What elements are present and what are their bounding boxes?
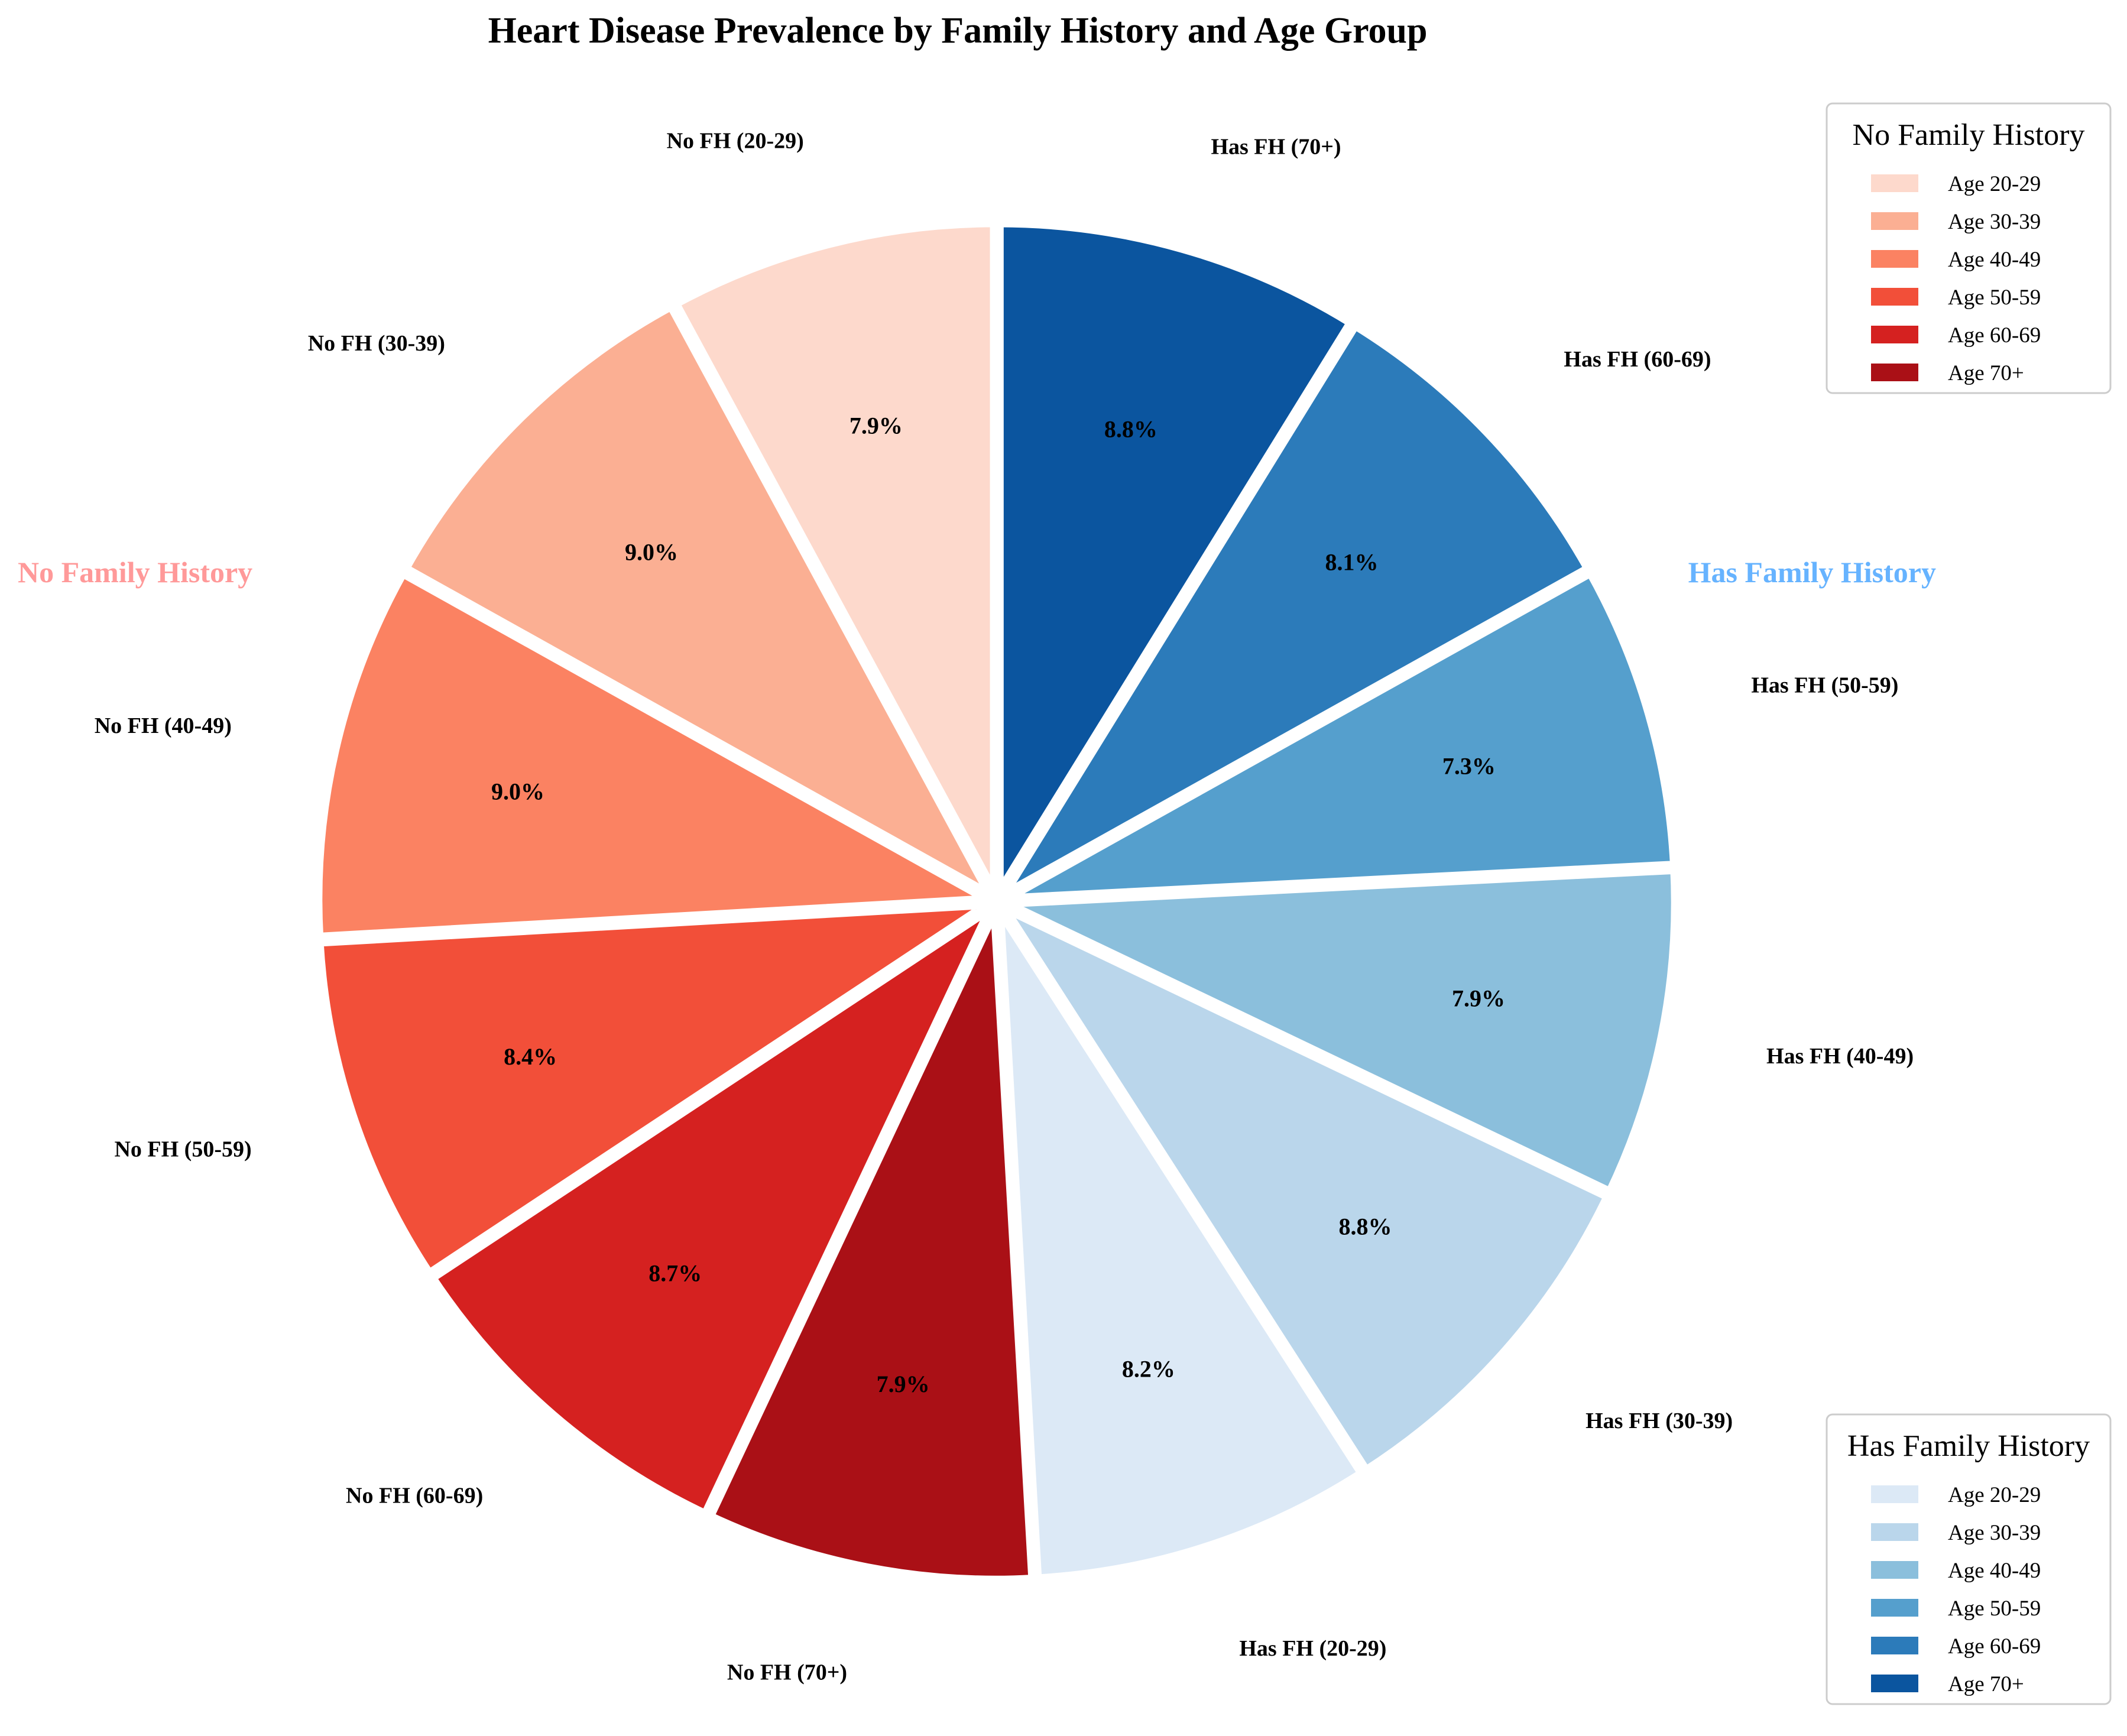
legend-swatch <box>1871 288 1918 306</box>
slice-category-label: Has FH (70+) <box>1211 134 1341 159</box>
slice-category-label: Has FH (60-69) <box>1564 347 1711 372</box>
pie-slice-9 <box>1002 566 1680 904</box>
pie-slice-10 <box>989 318 1596 909</box>
legend-title: No Family History <box>1853 118 2085 152</box>
slice-category-label: Has FH (30-39) <box>1585 1409 1733 1433</box>
slice-percent-label: 8.8% <box>1104 416 1157 442</box>
slice-percent-label: 8.8% <box>1338 1213 1392 1240</box>
pie-slice-11 <box>994 218 1358 910</box>
slice-percent-label: 9.0% <box>491 778 544 805</box>
slice-category-label: No FH (30-39) <box>308 331 445 356</box>
pie-slice-4 <box>425 894 1003 1521</box>
legend-swatch <box>1871 250 1918 268</box>
slice-category-label: No FH (20-29) <box>667 129 804 154</box>
legend-swatch <box>1871 1675 1918 1692</box>
slice-percent-label: 8.1% <box>1325 549 1379 575</box>
legend-entry-label: Age 30-39 <box>1948 210 2041 234</box>
group-labels: No Family History Has Family History <box>18 556 1936 589</box>
pie-slice-5 <box>703 907 1038 1585</box>
legend-entry-label: Age 40-49 <box>1948 1559 2041 1583</box>
chart-title: Heart Disease Prevalence by Family Histo… <box>488 11 1428 51</box>
pie-slice-8 <box>1003 864 1681 1199</box>
legend-swatch <box>1871 326 1918 343</box>
pie-slice-6 <box>993 891 1369 1584</box>
legend-entry-label: Age 40-49 <box>1948 248 2041 272</box>
pie-slice-0 <box>669 218 1000 896</box>
legends: No Family History Age 20-29 Age 30-39 Age 4… <box>1826 102 2112 1705</box>
legend-swatch <box>1871 1637 1918 1654</box>
slice-percent-label: 9.0% <box>625 539 678 566</box>
legend-entry-label: Age 60-69 <box>1948 323 2041 348</box>
legend-swatch <box>1871 174 1918 192</box>
legend-entry-label: Age 30-39 <box>1948 1521 2041 1545</box>
slice-percent-label: 7.9% <box>877 1371 930 1397</box>
pie-slice-7 <box>990 895 1615 1478</box>
group-label-has-family-history: Has Family History <box>1688 556 1936 589</box>
slice-category-label: No FH (40-49) <box>95 713 232 738</box>
legend-entry-label: Age 20-29 <box>1948 1483 2041 1507</box>
legend-swatch <box>1871 1523 1918 1541</box>
legend-entry-label: Age 70+ <box>1948 361 2024 385</box>
legend-title: Has Family History <box>1847 1429 2090 1463</box>
legend-top-right: No Family History Age 20-29 Age 30-39 Age 4… <box>1826 102 2112 394</box>
slice-labels: 7.9% No FH (20-29) 9.0% No FH (30-39) 9.0% No… <box>95 129 1914 1685</box>
slice-category-label: No FH (60-69) <box>346 1483 483 1508</box>
legend-entry-label: Age 20-29 <box>1948 172 2041 196</box>
legend-swatch <box>1871 1561 1918 1579</box>
legend-bottom-right: Has Family History Age 20-29 Age 30-39 Age … <box>1826 1413 2112 1705</box>
pie-slice-3 <box>314 898 1006 1281</box>
slice-percent-label: 7.3% <box>1442 753 1496 780</box>
legend-swatch <box>1871 1599 1918 1617</box>
slice-category-label: Has FH (50-59) <box>1751 673 1898 698</box>
slice-percent-label: 7.9% <box>1452 985 1505 1011</box>
slice-percent-label: 8.4% <box>504 1043 557 1070</box>
slice-category-label: Has FH (20-29) <box>1239 1636 1386 1661</box>
slice-category-label: No FH (70+) <box>727 1660 847 1685</box>
group-label-no-family-history: No Family History <box>18 556 252 589</box>
pie-slice-1 <box>398 299 1003 908</box>
legend-swatch <box>1871 212 1918 230</box>
legend-entry-label: Age 50-59 <box>1948 1597 2041 1621</box>
legend-swatch <box>1871 364 1918 381</box>
slice-percent-label: 8.7% <box>649 1260 702 1287</box>
slice-category-label: No FH (50-59) <box>114 1137 251 1161</box>
slice-percent-label: 8.2% <box>1122 1356 1175 1383</box>
slice-category-label: Has FH (40-49) <box>1766 1044 1914 1069</box>
pie-slice-2 <box>313 566 1006 943</box>
legend-entry-label: Age 60-69 <box>1948 1634 2041 1659</box>
pie-slices <box>313 218 1681 1585</box>
legend-entry-label: Age 70+ <box>1948 1672 2024 1696</box>
legend-entry-label: Age 50-59 <box>1948 285 2041 310</box>
slice-percent-label: 7.9% <box>849 412 903 439</box>
legend-swatch <box>1871 1485 1918 1503</box>
